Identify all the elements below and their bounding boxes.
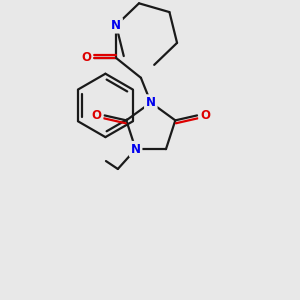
Text: O: O (200, 109, 210, 122)
Text: O: O (81, 52, 92, 64)
Text: N: N (131, 143, 141, 156)
Text: O: O (92, 109, 102, 122)
Text: N: N (146, 96, 156, 109)
Text: N: N (111, 19, 121, 32)
